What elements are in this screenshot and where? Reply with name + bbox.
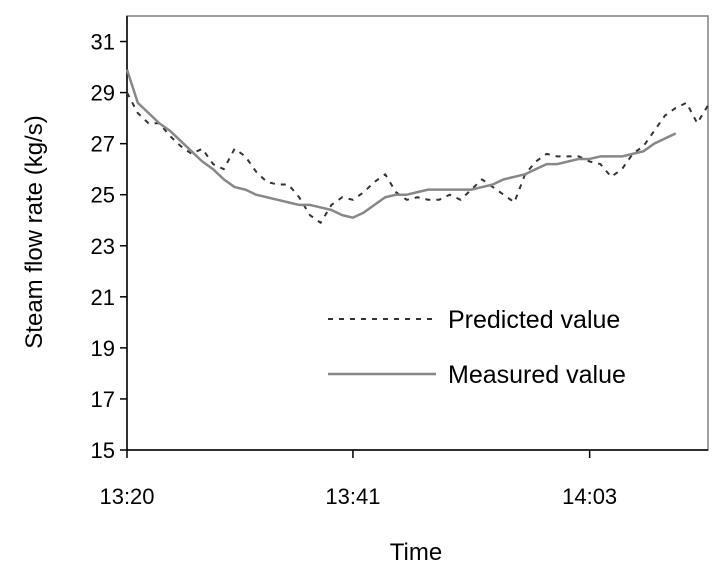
x-tick-label: 14:03 bbox=[562, 484, 617, 509]
y-tick-label: 21 bbox=[91, 285, 115, 310]
y-tick-label: 15 bbox=[91, 438, 115, 463]
legend: Predicted value Measured value bbox=[328, 306, 626, 389]
y-tick-label: 31 bbox=[91, 30, 115, 55]
y-tick-label: 19 bbox=[91, 336, 115, 361]
x-tick-label: 13:41 bbox=[325, 484, 380, 509]
y-tick-label: 23 bbox=[91, 234, 115, 259]
plot-area bbox=[126, 15, 709, 451]
y-axis-title: Steam flow rate (kg/s) bbox=[21, 115, 48, 348]
y-tick-label: 27 bbox=[91, 132, 115, 157]
series-line-predicted bbox=[126, 92, 709, 224]
y-tick-label: 29 bbox=[91, 81, 115, 106]
y-ticks: 15 17 19 21 23 25 27 29 31 bbox=[91, 30, 127, 463]
legend-label-measured: Measured value bbox=[448, 361, 626, 389]
y-tick-label: 17 bbox=[91, 387, 115, 412]
series-layer bbox=[125, 69, 709, 224]
y-tick-label: 25 bbox=[91, 183, 115, 208]
x-tick-label: 13:20 bbox=[99, 484, 154, 509]
series-line-measured bbox=[125, 69, 677, 219]
legend-label-predicted: Predicted value bbox=[448, 306, 620, 334]
x-axis-title: Time bbox=[390, 539, 442, 566]
x-ticks: 13:20 13:41 14:03 bbox=[99, 450, 617, 509]
